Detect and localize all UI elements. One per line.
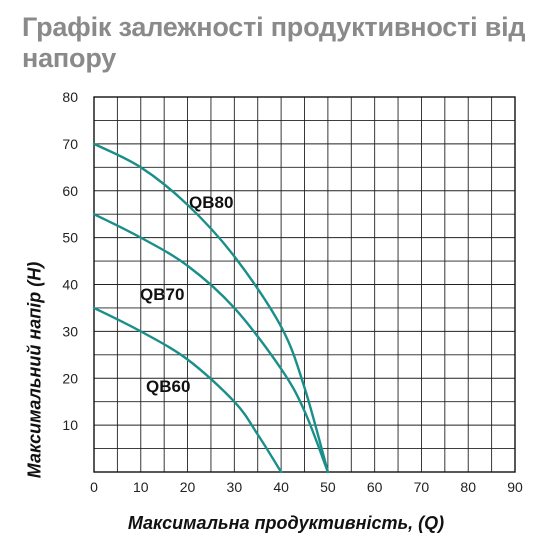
x-tick-label: 60: [367, 479, 383, 495]
y-axis-label: Максимальний напір (H): [24, 261, 45, 479]
series-line-qb80: [92, 142, 330, 474]
x-axis-label: Максимальна продуктивність, (Q): [127, 513, 445, 533]
x-tick-label: 40: [273, 479, 289, 495]
y-tick-label: 80: [62, 89, 78, 105]
x-tick-label: 50: [320, 479, 336, 495]
chart-title: Графік залежності продуктивності від нап…: [22, 12, 526, 73]
x-tick-label: 80: [460, 479, 476, 495]
x-tick-label: 0: [90, 479, 98, 495]
y-tick-label: 20: [62, 370, 78, 386]
x-tick-label: 30: [227, 479, 243, 495]
y-tick-label: 70: [62, 136, 78, 152]
x-tick-label: 20: [180, 479, 196, 495]
x-tick-label: 70: [414, 479, 430, 495]
y-tick-label: 10: [62, 417, 78, 433]
series-label-qb80: QB80: [189, 193, 233, 212]
series-label-qb60: QB60: [146, 377, 190, 396]
x-tick-label: 90: [507, 479, 523, 495]
y-tick-label: 30: [62, 323, 78, 339]
y-tick-label: 50: [62, 230, 78, 246]
plot-frame: [93, 96, 516, 473]
series-line-qb70: [92, 212, 330, 474]
series-line-qb60: [92, 306, 283, 474]
y-tick-label: 60: [62, 183, 78, 199]
y-tick-label: 40: [62, 277, 78, 293]
series-label-qb70: QB70: [140, 285, 184, 304]
x-tick-label: 10: [133, 479, 149, 495]
